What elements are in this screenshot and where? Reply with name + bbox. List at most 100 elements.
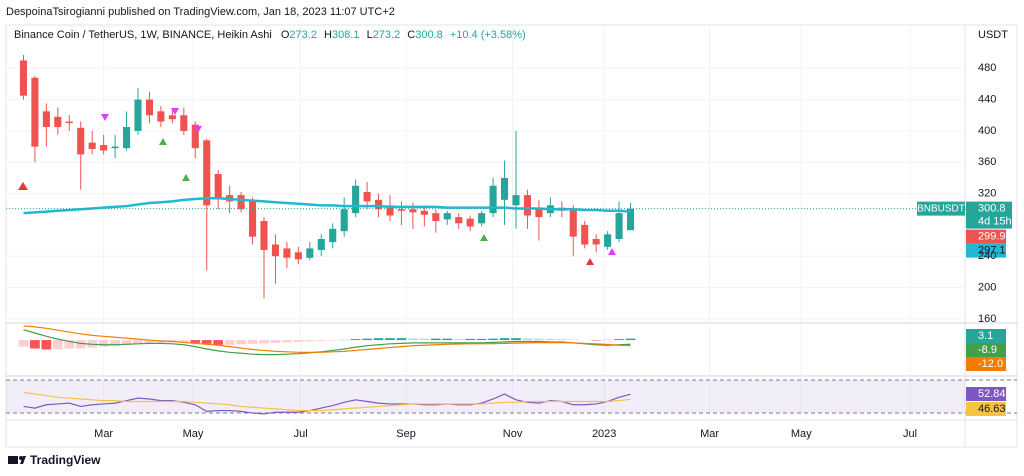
macd-histogram-bar	[201, 340, 212, 344]
prev-close-box	[966, 229, 1006, 244]
macd-histogram-bar	[75, 340, 86, 349]
rsi-line	[23, 391, 631, 412]
candle-body	[248, 201, 257, 237]
ohlc-value: 273.2	[289, 29, 317, 41]
signal-down	[101, 114, 109, 121]
price-unit: USDT	[978, 29, 1008, 41]
candle-body	[180, 115, 188, 131]
candle-body	[122, 127, 131, 149]
ma-box	[966, 243, 1006, 258]
macd-histogram-bar	[522, 338, 533, 341]
rsi-value-box	[966, 402, 1006, 416]
x-tick-label: Jul	[903, 428, 917, 440]
signal-up	[159, 138, 167, 145]
macd-histogram-bar	[465, 338, 476, 341]
candle-body	[203, 140, 211, 206]
signal-down	[194, 126, 202, 133]
ma-text: 297.1	[978, 245, 1006, 257]
legend: Binance Coin / TetherUS, 1W, BINANCE, He…	[14, 29, 526, 41]
macd-histogram-bar	[144, 340, 155, 343]
x-tick-label: May	[183, 428, 204, 440]
grid	[6, 26, 965, 420]
macd-histogram-bar	[350, 339, 361, 341]
y-tick-label: 240	[978, 250, 996, 262]
signal-up	[18, 182, 28, 190]
macd-histogram-bar	[614, 339, 624, 341]
candle-body	[581, 224, 589, 245]
candle-body	[569, 209, 577, 237]
macd-histogram-bar	[453, 338, 464, 341]
indicator-value-box	[966, 343, 1006, 357]
candle-body	[306, 248, 314, 258]
candle-body	[432, 213, 440, 221]
candle-body	[134, 99, 142, 131]
candle-body	[478, 213, 486, 224]
candle-body	[317, 238, 325, 250]
candle-body	[386, 205, 394, 216]
macd-histogram-bar	[545, 338, 556, 341]
macd-histogram-bar	[247, 340, 258, 344]
macd-histogram-bar	[316, 340, 327, 341]
candle-body	[168, 115, 176, 120]
publisher-line: DespoinaTsirogianni published on Trading…	[6, 6, 395, 18]
rsi-band-fill	[6, 379, 965, 414]
x-tick-label: Jul	[294, 428, 308, 440]
candle-body	[604, 234, 612, 247]
macd-histogram-bar	[534, 338, 544, 341]
macd-histogram-bar	[110, 340, 120, 346]
macd-histogram-bar	[236, 340, 246, 345]
x-tick-label: Nov	[503, 428, 523, 440]
macd-histogram-bar	[213, 340, 224, 345]
macd-line	[23, 329, 631, 356]
candle-body	[271, 244, 280, 257]
symbol-tag-text: BNBUSDT	[917, 203, 965, 214]
macd-histogram-bar	[259, 340, 269, 344]
macd-histogram-bar	[556, 339, 567, 341]
ohlc-prefix: O	[281, 29, 290, 41]
ohlc-value: 273.2	[373, 29, 401, 41]
macd-histogram-bar	[408, 338, 418, 341]
candle-body	[340, 209, 348, 232]
candle-body	[466, 218, 474, 227]
indicator-value-text: 3.1	[978, 330, 993, 342]
symbol-tag	[917, 201, 965, 216]
logo-mark	[20, 456, 26, 464]
macd-histogram-bar	[511, 338, 521, 341]
candle-body	[260, 220, 268, 250]
candle-body	[523, 195, 531, 216]
candle-body	[31, 77, 39, 147]
macd-histogram-bar	[190, 340, 201, 343]
macd-histogram-bar	[121, 340, 132, 345]
ohlc-value: 308.1	[332, 29, 360, 41]
macd-histogram-bar	[270, 340, 281, 343]
candle-body	[352, 185, 360, 214]
x-tick-label: Mar	[700, 428, 719, 440]
countdown-text: 4d 15h	[978, 216, 1012, 228]
last-price-text: 300.8	[978, 203, 1006, 215]
candle-body	[535, 209, 543, 218]
x-tick-label: Mar	[94, 428, 113, 440]
candle-body	[374, 199, 383, 210]
macd-histogram-bar	[41, 340, 52, 350]
signal-up	[608, 248, 616, 255]
y-tick-label: 360	[978, 156, 996, 168]
candle-body	[88, 142, 96, 149]
candle-body	[397, 209, 405, 211]
candle-body	[329, 228, 337, 243]
macd-histogram-bar	[430, 338, 441, 341]
x-tick-label: 2023	[592, 428, 616, 440]
symbol-title: Binance Coin / TetherUS, 1W, BINANCE, He…	[14, 29, 272, 41]
last-price-box	[966, 201, 1012, 229]
macd-histogram-bar	[52, 340, 63, 349]
macd-histogram-bar	[442, 338, 453, 341]
candle-body	[157, 111, 165, 122]
ohlc-prefix: L	[367, 29, 373, 41]
logo-mark	[8, 456, 18, 464]
candle-body	[420, 210, 428, 215]
indicator-value-box	[966, 329, 1006, 343]
candle-body	[42, 111, 50, 128]
candle-body	[615, 213, 623, 239]
moving-average	[23, 197, 631, 215]
prev-close-text: 299.9	[978, 231, 1006, 243]
y-tick-label: 200	[978, 281, 996, 293]
